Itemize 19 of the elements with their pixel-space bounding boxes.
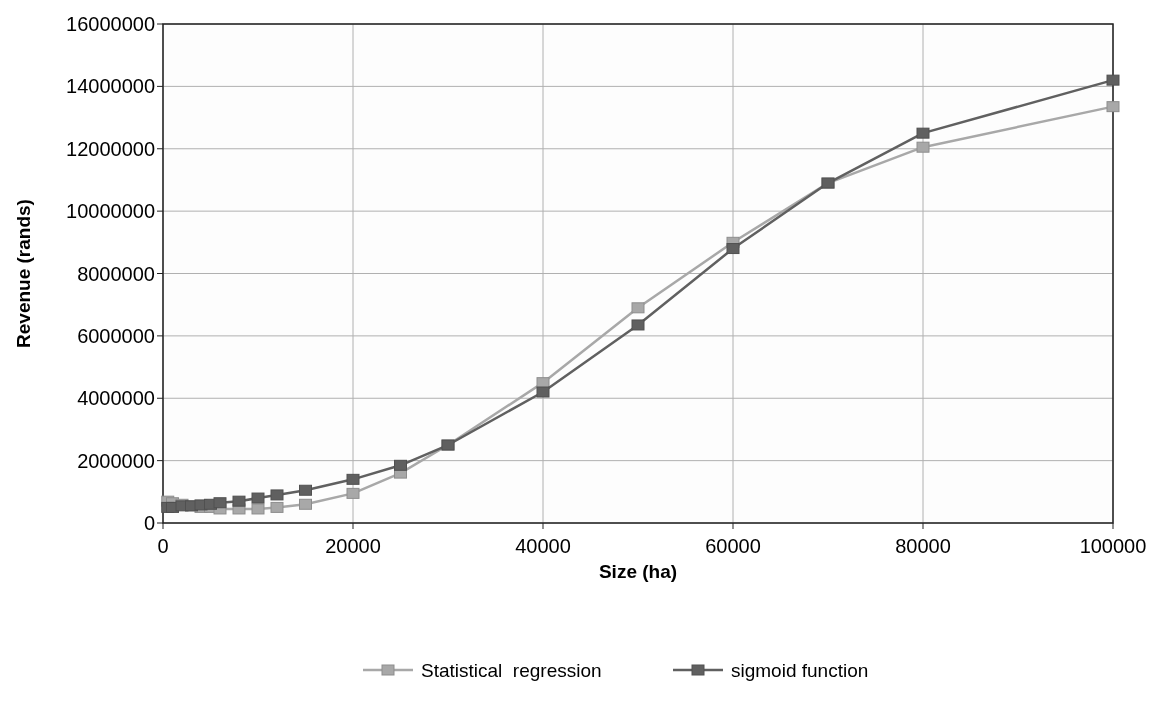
x-tick-label: 20000 bbox=[325, 535, 381, 557]
legend-label: sigmoid function bbox=[731, 659, 869, 681]
x-tick-label: 80000 bbox=[895, 535, 951, 557]
y-tick-label: 12000000 bbox=[66, 137, 155, 160]
x-axis-title: Size (ha) bbox=[598, 561, 678, 582]
y-tick-label: 14000000 bbox=[66, 75, 155, 98]
y-tick-label: 6000000 bbox=[77, 324, 155, 347]
y-tick-label: 2000000 bbox=[77, 449, 155, 472]
y-tick-label: 8000000 bbox=[77, 262, 155, 285]
legend-label: Statistical regression bbox=[421, 659, 602, 681]
x-tick-label: 40000 bbox=[515, 535, 571, 557]
y-tick-label: 4000000 bbox=[77, 387, 155, 410]
y-tick-label: 16000000 bbox=[66, 13, 155, 35]
x-tick-label: 100000 bbox=[1079, 535, 1147, 557]
y-tick-label: 0 bbox=[143, 512, 155, 534]
x-tick-label: 60000 bbox=[705, 535, 761, 557]
y-tick-label: 10000000 bbox=[66, 200, 155, 223]
x-tick-label: 0 bbox=[157, 535, 169, 557]
y-axis-title: Revenue (rands) bbox=[13, 199, 34, 348]
